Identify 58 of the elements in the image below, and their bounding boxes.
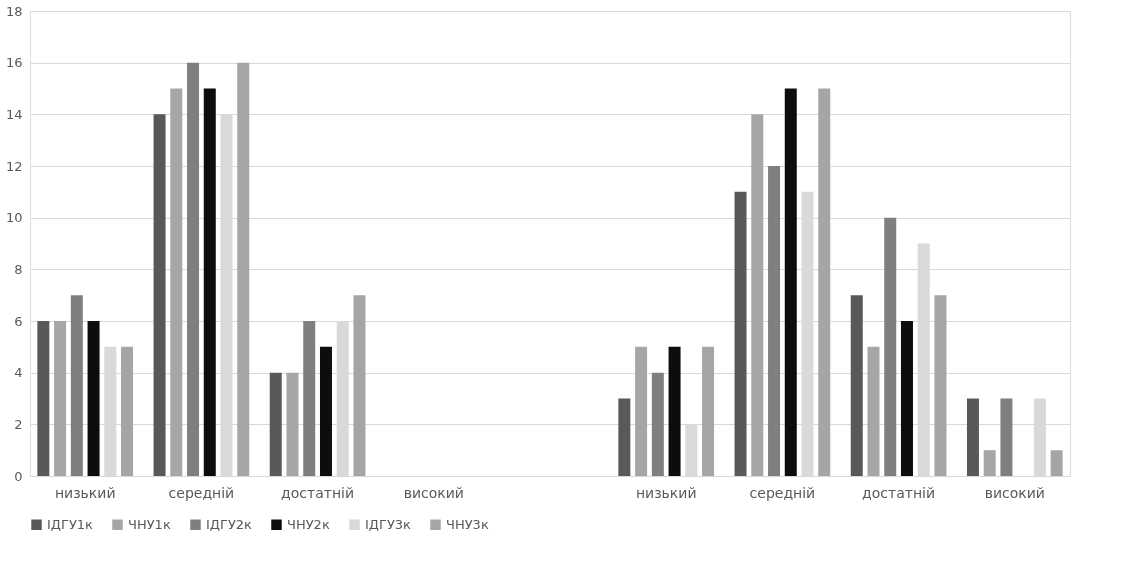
bar [121, 346, 134, 476]
x-tick-label: середній [168, 484, 235, 501]
bar [784, 88, 797, 476]
y-tick-label: 18 [5, 3, 23, 19]
bar [867, 346, 880, 476]
bar [635, 346, 648, 476]
x-tick-label: середній [749, 484, 816, 501]
bar [286, 372, 299, 476]
bar [702, 346, 715, 476]
bar [768, 166, 781, 476]
bar [70, 295, 83, 476]
bar [303, 321, 316, 476]
y-tick-label: 10 [5, 210, 23, 226]
x-tick-label: достатній [862, 484, 936, 501]
legend-label: ІДГУ3к [365, 516, 412, 532]
y-tick-label: 14 [5, 106, 23, 122]
bar [37, 321, 50, 476]
x-tick-label: низький [54, 484, 116, 501]
y-tick-label: 0 [14, 468, 23, 484]
legend-label: ЧНУ1к [128, 516, 171, 532]
legend-label: ЧНУ2к [287, 516, 330, 532]
bar [319, 346, 332, 476]
bar [651, 372, 664, 476]
bar [818, 88, 831, 476]
y-tick-label: 4 [14, 365, 23, 381]
bar [153, 114, 166, 476]
y-tick-label: 16 [5, 55, 23, 71]
bar [1050, 450, 1063, 476]
bar [850, 295, 863, 476]
y-tick-label: 12 [5, 158, 23, 174]
bar [934, 295, 947, 476]
bar [668, 346, 681, 476]
bar [170, 88, 183, 476]
bar [203, 88, 216, 476]
y-tick-label: 2 [14, 416, 23, 432]
x-tick-label: достатній [281, 484, 355, 501]
bar [618, 398, 631, 476]
legend-label: ІДГУ2к [206, 516, 253, 532]
bar [237, 62, 250, 476]
bar [269, 372, 282, 476]
bar [884, 217, 897, 476]
x-tick-label: високий [403, 484, 464, 501]
legend-label: ІДГУ1к [47, 516, 94, 532]
bar [187, 62, 200, 476]
bar [966, 398, 979, 476]
bar [353, 295, 366, 476]
bar [87, 321, 100, 476]
legend-label: ЧНУ3к [446, 516, 489, 532]
y-tick-label: 6 [14, 313, 23, 329]
bar [734, 191, 747, 476]
bar [751, 114, 764, 476]
x-tick-label: низький [635, 484, 697, 501]
bar [900, 321, 913, 476]
bar [1000, 398, 1013, 476]
bar [54, 321, 67, 476]
x-tick-label: високий [984, 484, 1045, 501]
y-tick-label: 8 [14, 261, 23, 277]
bar [983, 450, 996, 476]
